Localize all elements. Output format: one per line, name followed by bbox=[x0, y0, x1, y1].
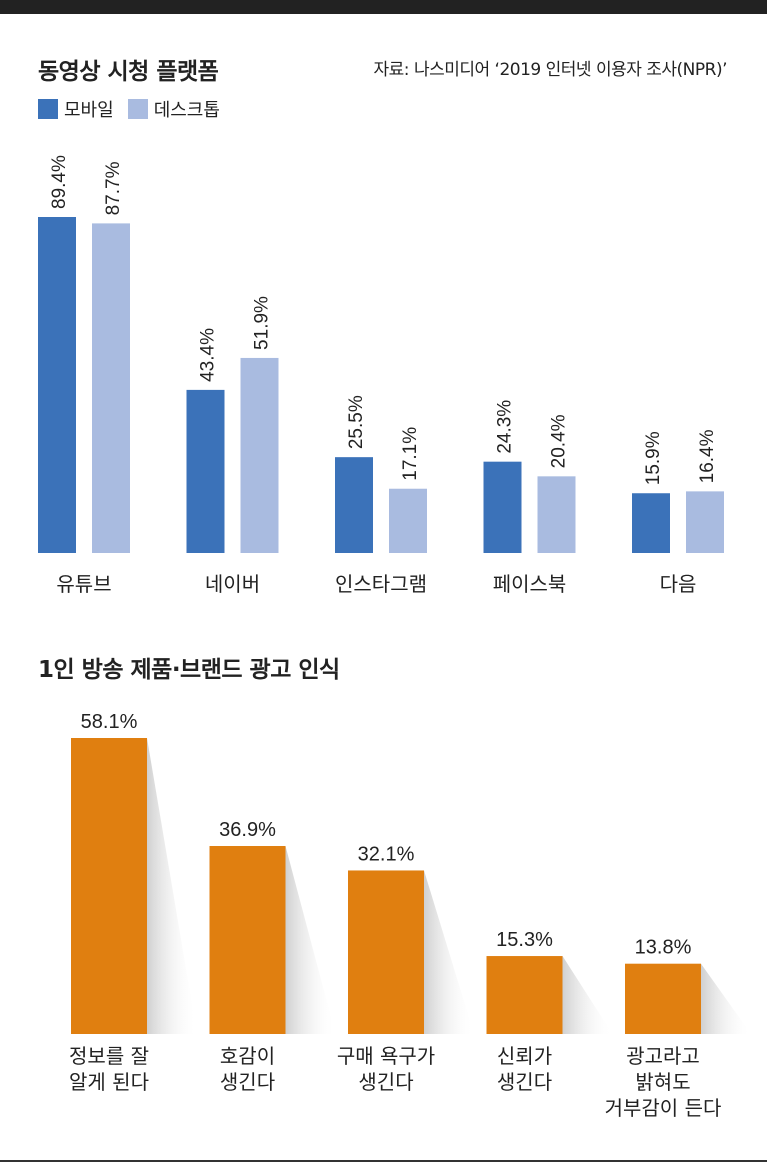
category-label-line: 호감이 bbox=[220, 1044, 275, 1068]
data-label-desktop-1: 51.9% bbox=[252, 296, 273, 350]
bar-0 bbox=[71, 738, 147, 1034]
legend-swatch-mobile bbox=[38, 99, 58, 119]
data-label-desktop-4: 16.4% bbox=[697, 429, 718, 483]
category-label-line: 생긴다 bbox=[358, 1070, 413, 1094]
category-label-1: 호감이 생긴다 bbox=[220, 1044, 275, 1094]
chart2-title: 1인 방송 제품·브랜드 광고 인식 bbox=[38, 657, 340, 683]
bar-2 bbox=[348, 870, 424, 1034]
chart1-title: 동영상 시청 플랫폼 bbox=[38, 59, 219, 85]
data-label-2: 32.1% bbox=[358, 843, 415, 865]
category-label-line: 생긴다 bbox=[220, 1070, 275, 1094]
legend-label-mobile: 모바일 bbox=[64, 100, 114, 121]
bar-shadow-4 bbox=[701, 963, 751, 1034]
category-label-2: 구매 욕구가 생긴다 bbox=[337, 1044, 435, 1094]
data-label-mobile-0: 89.4% bbox=[49, 155, 70, 209]
bar-shadow-3 bbox=[562, 956, 613, 1034]
data-label-desktop-3: 20.4% bbox=[549, 414, 570, 468]
bottom-rule bbox=[0, 1160, 767, 1162]
category-label-2: 인스타그램 bbox=[335, 572, 427, 596]
data-label-mobile-1: 43.4% bbox=[198, 328, 219, 382]
category-label-3: 페이스북 bbox=[493, 572, 567, 596]
bar-mobile-0 bbox=[38, 217, 76, 553]
category-label-1: 네이버 bbox=[205, 572, 260, 596]
category-label-line: 정보를 잘 bbox=[69, 1044, 149, 1068]
legend-swatch-desktop bbox=[127, 99, 148, 119]
category-label-line: 신뢰가 bbox=[497, 1044, 552, 1068]
bar-desktop-0 bbox=[92, 223, 130, 553]
legend-label-desktop: 데스크톱 bbox=[153, 100, 220, 121]
bar-mobile-1 bbox=[186, 389, 225, 553]
bar-mobile-2 bbox=[335, 457, 373, 553]
bar-desktop-4 bbox=[686, 491, 724, 553]
bar-shadow-0 bbox=[147, 738, 197, 1034]
bar-mobile-3 bbox=[483, 461, 522, 553]
bar-mobile-4 bbox=[632, 493, 670, 553]
category-label-line: 거부감이 든다 bbox=[605, 1096, 722, 1120]
bar-desktop-1 bbox=[240, 357, 279, 553]
category-label-3: 신뢰가 생긴다 bbox=[497, 1044, 552, 1094]
data-label-desktop-0: 87.7% bbox=[103, 161, 124, 215]
top-bar bbox=[0, 0, 767, 14]
bar-shadow-2 bbox=[424, 870, 474, 1034]
data-label-1: 36.9% bbox=[219, 819, 276, 841]
category-label-line: 광고라고 bbox=[626, 1044, 700, 1068]
legend-item-mobile: 모바일 bbox=[38, 96, 114, 122]
category-label-line: 알게 된다 bbox=[69, 1070, 149, 1094]
bar-desktop-2 bbox=[389, 488, 427, 553]
bar-shadow-1 bbox=[285, 846, 336, 1034]
chart1-source: 자료: 나스미디어 ‘2019 인터넷 이용자 조사(NPR)’ bbox=[373, 60, 728, 80]
bar-4 bbox=[625, 963, 701, 1034]
category-label-line: 생긴다 bbox=[497, 1070, 552, 1094]
bar-3 bbox=[486, 956, 563, 1034]
data-label-4: 13.8% bbox=[635, 937, 692, 959]
category-label-0: 유튜브 bbox=[56, 572, 111, 596]
bar-1 bbox=[209, 846, 286, 1034]
data-label-mobile-2: 25.5% bbox=[346, 395, 367, 449]
category-label-4: 다음 bbox=[660, 572, 697, 596]
data-label-desktop-2: 17.1% bbox=[400, 427, 421, 481]
bar-desktop-3 bbox=[537, 476, 576, 553]
category-label-line: 구매 욕구가 bbox=[337, 1044, 435, 1068]
data-label-0: 58.1% bbox=[81, 711, 138, 733]
data-label-mobile-4: 15.9% bbox=[643, 431, 664, 485]
data-label-3: 15.3% bbox=[496, 929, 553, 951]
category-label-4: 광고라고 밝혀도 거부감이 든다 bbox=[605, 1044, 722, 1120]
data-label-mobile-3: 24.3% bbox=[495, 400, 516, 454]
chart1-legend: 모바일 데스크톱 bbox=[38, 96, 234, 122]
legend-item-desktop: 데스크톱 bbox=[127, 96, 220, 122]
category-label-0: 정보를 잘 알게 된다 bbox=[69, 1044, 149, 1094]
category-label-line: 밝혀도 bbox=[635, 1070, 690, 1094]
chart1-plot: 89.4% 87.7% 유튜브 43.4% 51.9% 네이버 25.5% 17.1% 인스타그… bbox=[38, 155, 724, 596]
